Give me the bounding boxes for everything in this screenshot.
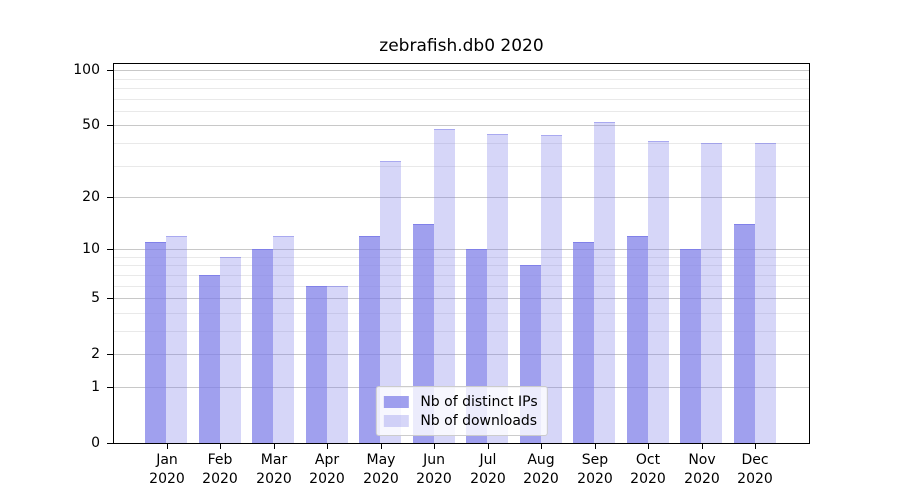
x-tick-label: Jan 2020 (149, 452, 185, 487)
gridline-major (114, 249, 809, 250)
legend-swatch-downloads-icon (383, 414, 409, 427)
x-tick-mark (755, 444, 756, 449)
y-tick-mark (107, 125, 113, 126)
bar-distinct-ips-feb (199, 275, 220, 443)
y-tick-mark (107, 249, 113, 250)
bar-downloads-mar (273, 236, 294, 443)
x-tick-label: Mar 2020 (256, 452, 292, 487)
x-tick-mark (381, 444, 382, 449)
chart-title: zebrafish.db0 2020 (379, 36, 544, 56)
x-tick-mark (220, 444, 221, 449)
y-tick-label: 0 (91, 435, 100, 451)
x-tick-mark (274, 444, 275, 449)
bar-distinct-ips-mar (252, 249, 273, 443)
bar-distinct-ips-sep (573, 242, 594, 443)
gridline-minor (114, 331, 809, 332)
gridline-major (114, 197, 809, 198)
x-tick-label: Jun 2020 (416, 452, 452, 487)
y-tick-label: 5 (91, 290, 100, 306)
x-tick-label: Aug 2020 (523, 452, 559, 487)
y-tick-mark (107, 298, 113, 299)
gridline-minor (114, 313, 809, 314)
gridline-minor (114, 79, 809, 80)
y-tick-mark (107, 197, 113, 198)
y-tick-label: 10 (82, 241, 100, 257)
y-tick-mark (107, 443, 113, 444)
x-tick-mark (541, 444, 542, 449)
y-tick-label: 50 (82, 117, 100, 133)
gridline-minor (114, 257, 809, 258)
gridline-minor (114, 88, 809, 89)
x-tick-label: Feb 2020 (202, 452, 238, 487)
legend-swatch-distinct-ips-icon (383, 395, 409, 408)
bar-downloads-aug (541, 135, 562, 443)
x-tick-label: May 2020 (363, 452, 399, 487)
x-tick-mark (488, 444, 489, 449)
y-tick-label: 100 (73, 62, 100, 78)
x-tick-label: Oct 2020 (630, 452, 666, 487)
legend-item-downloads: Nb of downloads (383, 411, 537, 430)
gridline-minor (114, 111, 809, 112)
gridline-major (114, 354, 809, 355)
plot-area: Nb of distinct IPs Nb of downloads (113, 63, 810, 444)
gridline-minor (114, 265, 809, 266)
x-tick-mark (702, 444, 703, 449)
y-tick-label: 1 (91, 379, 100, 395)
x-tick-label: Sep 2020 (577, 452, 613, 487)
y-tick-label: 2 (91, 346, 100, 362)
x-tick-label: Nov 2020 (684, 452, 720, 487)
x-tick-mark (167, 444, 168, 449)
bar-distinct-ips-nov (680, 249, 701, 443)
bar-downloads-sep (594, 122, 615, 443)
legend: Nb of distinct IPs Nb of downloads (375, 386, 548, 436)
gridline-minor (114, 166, 809, 167)
gridline-minor (114, 286, 809, 287)
x-tick-mark (327, 444, 328, 449)
bar-downloads-oct (648, 141, 669, 443)
y-tick-mark (107, 387, 113, 388)
x-tick-mark (648, 444, 649, 449)
gridline-major (114, 70, 809, 71)
gridline-major (114, 298, 809, 299)
bars-layer (114, 64, 809, 443)
bar-distinct-ips-may (359, 236, 380, 443)
bar-downloads-feb (220, 257, 241, 443)
bar-downloads-apr (327, 286, 348, 443)
bar-distinct-ips-oct (627, 236, 648, 443)
y-tick-mark (107, 354, 113, 355)
bar-downloads-jul (487, 134, 508, 443)
legend-item-distinct-ips: Nb of distinct IPs (383, 392, 538, 411)
bar-distinct-ips-dec (734, 224, 755, 443)
bar-downloads-may (380, 161, 401, 443)
x-tick-label: Jul 2020 (470, 452, 506, 487)
gridline-major (114, 125, 809, 126)
x-tick-mark (434, 444, 435, 449)
gridline-minor (114, 99, 809, 100)
x-tick-label: Dec 2020 (737, 452, 773, 487)
bar-downloads-nov (701, 143, 722, 443)
legend-label-distinct-ips: Nb of distinct IPs (420, 393, 538, 410)
x-tick-label: Apr 2020 (309, 452, 345, 487)
bar-downloads-dec (755, 143, 776, 443)
legend-label-downloads: Nb of downloads (420, 412, 538, 429)
bar-distinct-ips-apr (306, 286, 327, 443)
x-tick-mark (595, 444, 596, 449)
bar-downloads-jan (166, 236, 187, 443)
bar-downloads-jun (434, 129, 455, 443)
bar-distinct-ips-jan (145, 242, 166, 443)
gridline-minor (114, 143, 809, 144)
gridline-minor (114, 275, 809, 276)
y-tick-mark (107, 70, 113, 71)
y-tick-label: 20 (82, 189, 100, 205)
